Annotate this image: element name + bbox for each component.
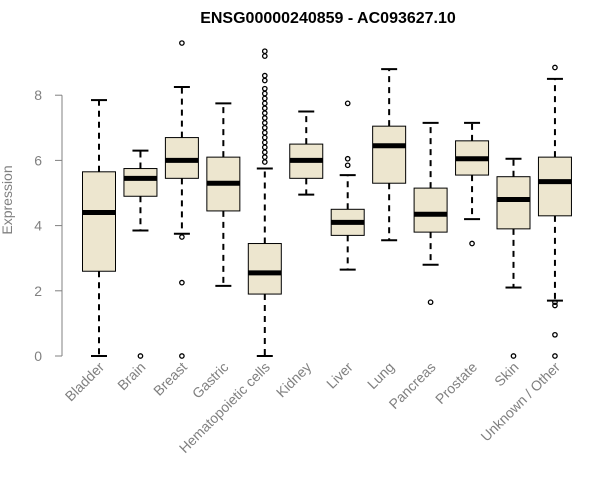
outlier-point xyxy=(427,299,434,306)
outlier-point xyxy=(261,149,268,156)
outlier-point xyxy=(261,77,268,84)
outlier-point xyxy=(510,353,517,359)
x-tick-label: Skin xyxy=(491,359,522,390)
x-tick-label: Liver xyxy=(323,359,356,392)
outlier-point xyxy=(261,129,268,136)
iqr-box xyxy=(537,156,572,217)
outlier-point xyxy=(261,110,268,116)
outlier-point xyxy=(261,144,268,151)
outlier-point xyxy=(552,331,558,338)
iqr-box xyxy=(372,125,407,184)
box-group xyxy=(164,40,199,359)
box-group xyxy=(289,110,324,196)
x-tick-label: Unknown / Other xyxy=(477,359,563,445)
outlier-point xyxy=(261,124,268,131)
outlier-point xyxy=(261,85,268,92)
box-group xyxy=(413,121,448,306)
box-group xyxy=(372,68,407,242)
iqr-box xyxy=(413,187,448,233)
outlier-point xyxy=(137,353,144,359)
outlier-point xyxy=(261,72,268,79)
outlier-point xyxy=(552,353,558,359)
outlier-point xyxy=(344,100,351,107)
outlier-point xyxy=(552,64,558,71)
x-tick-label: Brain xyxy=(114,359,148,393)
outlier-point xyxy=(261,134,268,141)
x-tick-label: Breast xyxy=(150,359,190,399)
outlier-point xyxy=(179,279,185,286)
outlier-point xyxy=(179,353,185,359)
outlier-point xyxy=(344,162,351,169)
box-group xyxy=(206,102,241,287)
box-group xyxy=(123,149,158,359)
y-tick-label: 6 xyxy=(34,152,42,168)
outlier-point xyxy=(261,90,268,97)
outlier-point xyxy=(261,159,268,165)
box-group xyxy=(455,121,490,247)
outlier-point xyxy=(261,48,268,55)
boxes-layer xyxy=(82,40,572,359)
outlier-point xyxy=(552,299,558,306)
iqr-box xyxy=(82,171,116,272)
y-tick-label: 8 xyxy=(34,87,42,103)
chart-title: ENSG00000240859 - AC093627.10 xyxy=(200,10,456,27)
y-tick-label: 2 xyxy=(34,283,42,299)
x-tick-label: Prostate xyxy=(432,359,480,407)
box-group xyxy=(330,100,365,271)
outlier-point xyxy=(261,139,268,146)
outlier-point xyxy=(344,155,351,162)
outlier-point xyxy=(261,100,268,107)
y-axis-label: Expression xyxy=(0,165,15,234)
outlier-point xyxy=(469,240,475,247)
x-tick-label: Bladder xyxy=(62,359,108,405)
y-axis: 0 2 4 6 8 xyxy=(34,87,63,364)
box-group xyxy=(247,48,282,357)
outlier-point xyxy=(261,53,268,59)
box-group xyxy=(496,157,531,359)
outlier-point xyxy=(261,115,268,121)
outlier-point xyxy=(261,154,268,160)
x-tick-label: Lung xyxy=(364,359,397,392)
y-tick-label: 0 xyxy=(34,348,42,364)
x-tick-label: Kidney xyxy=(273,359,315,401)
box-group xyxy=(82,99,116,357)
outlier-point xyxy=(552,302,558,309)
iqr-box xyxy=(247,243,282,295)
outlier-point xyxy=(179,234,185,240)
outlier-point xyxy=(261,95,268,102)
y-tick-label: 4 xyxy=(34,218,42,234)
outlier-point xyxy=(179,40,185,46)
outlier-point xyxy=(261,120,268,126)
iqr-box xyxy=(496,176,531,230)
iqr-box xyxy=(123,168,158,197)
outlier-point xyxy=(261,105,268,112)
box-group xyxy=(537,64,572,359)
